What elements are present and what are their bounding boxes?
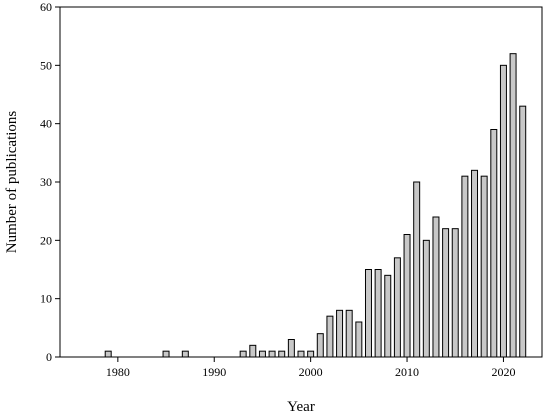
bar-2022 xyxy=(519,105,527,358)
bar-2019 xyxy=(490,129,498,358)
bar-2005 xyxy=(355,321,363,358)
bar-2012 xyxy=(422,239,430,358)
bar-2006 xyxy=(364,269,372,358)
bar-1985 xyxy=(162,350,170,358)
bar-2013 xyxy=(432,216,440,358)
y-axis-title: Number of publications xyxy=(4,111,20,254)
x-tick-label-2020: 2020 xyxy=(491,365,515,379)
bar-1994 xyxy=(249,344,257,358)
bar-1996 xyxy=(268,350,276,358)
x-axis-title: Year xyxy=(287,399,315,415)
bar-2009 xyxy=(393,257,401,358)
bar-2017 xyxy=(471,169,479,358)
bar-2008 xyxy=(384,274,392,358)
bar-1995 xyxy=(258,350,266,358)
bar-2018 xyxy=(480,175,488,358)
bar-2016 xyxy=(461,175,469,358)
x-tick-label-1990: 1990 xyxy=(202,365,226,379)
y-tick-label-0: 0 xyxy=(46,350,52,364)
y-tick-label-60: 60 xyxy=(40,0,52,14)
bar-1979 xyxy=(104,350,112,358)
bar-2021 xyxy=(509,53,517,358)
x-tick-label-1980: 1980 xyxy=(106,365,130,379)
y-tick-label-30: 30 xyxy=(40,175,52,189)
y-tick-label-50: 50 xyxy=(40,58,52,72)
bar-1998 xyxy=(287,339,295,358)
x-axis: 1980 1990 2000 2010 2020 xyxy=(106,357,515,379)
y-axis: 0 10 20 30 40 50 60 xyxy=(40,0,60,364)
bar-2014 xyxy=(442,228,450,358)
bar-2002 xyxy=(326,315,334,358)
bar-2001 xyxy=(316,333,324,358)
bar-2011 xyxy=(413,181,421,358)
bar-1999 xyxy=(297,350,305,358)
bar-2004 xyxy=(345,309,353,358)
bar-2007 xyxy=(374,269,382,358)
bar-2020 xyxy=(499,64,507,358)
plot-frame xyxy=(59,6,543,358)
bar-2015 xyxy=(451,228,459,358)
y-tick-label-10: 10 xyxy=(40,292,52,306)
bar-2000 xyxy=(307,350,315,358)
bar-2010 xyxy=(403,234,411,358)
bar-1987 xyxy=(181,350,189,358)
bar-1997 xyxy=(278,350,286,358)
y-tick-label-40: 40 xyxy=(40,117,52,131)
x-tick-label-2010: 2010 xyxy=(395,365,419,379)
x-tick-label-2000: 2000 xyxy=(299,365,323,379)
bar-1993 xyxy=(239,350,247,358)
y-tick-label-20: 20 xyxy=(40,233,52,247)
bar-2003 xyxy=(336,309,344,358)
bars-group xyxy=(104,53,527,358)
